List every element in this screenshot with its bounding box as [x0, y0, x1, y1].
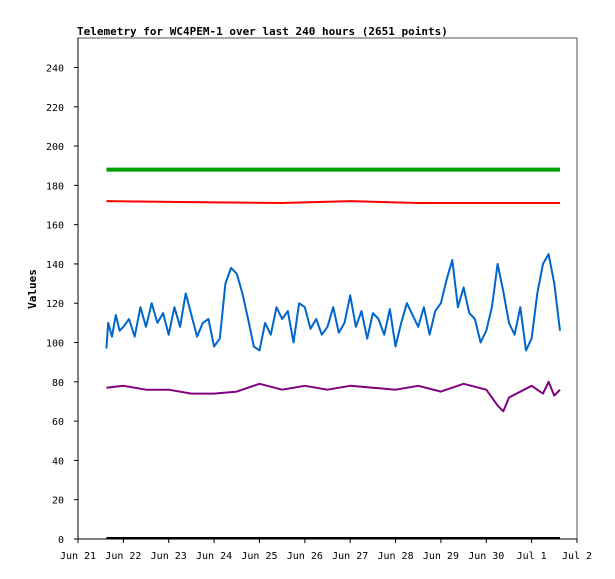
y-axis: 0 20 40 60 80 100 120 140 160 180 200 220 240	[46, 38, 79, 546]
x-tick-label: Jun 27	[332, 551, 368, 562]
x-tick-label: Jul 2	[562, 551, 592, 562]
y-axis-label: Values	[26, 269, 39, 309]
y-tick-label: 120	[46, 299, 64, 310]
y-tick-label: 140	[46, 260, 64, 271]
series-layer	[105, 167, 561, 539]
x-tick-label: Jul 1	[517, 551, 547, 562]
y-tick-label: 240	[46, 63, 64, 74]
x-tick-label: Jun 25	[241, 551, 277, 562]
series-line-2	[106, 200, 560, 204]
y-tick-label: 60	[52, 417, 64, 428]
x-tick-label: Jun 28	[377, 551, 413, 562]
y-tick-label: 100	[46, 339, 64, 350]
y-tick-label: 0	[58, 535, 64, 546]
x-tick-label: Jun 24	[196, 551, 232, 562]
y-tick-label: 180	[46, 181, 64, 192]
x-tick-label: Jun 30	[468, 551, 504, 562]
series-line-3	[105, 253, 561, 352]
y-tick-label: 220	[46, 103, 64, 114]
series-line-4	[106, 380, 561, 413]
x-tick-label: Jun 21	[60, 551, 96, 562]
x-tick-label: Jun 26	[287, 551, 323, 562]
chart-title: Telemetry for WC4PEM-1 over last 240 hou…	[77, 25, 448, 38]
y-tick-label: 80	[52, 378, 64, 389]
y-tick-label: 160	[46, 221, 64, 232]
x-tick-label: Jun 29	[423, 551, 459, 562]
y-tick-label: 20	[52, 496, 64, 507]
y-tick-label: 200	[46, 142, 64, 153]
x-tick-label: Jun 23	[151, 551, 187, 562]
x-tick-label: Jun 22	[105, 551, 141, 562]
y-tick-label: 40	[52, 456, 64, 467]
